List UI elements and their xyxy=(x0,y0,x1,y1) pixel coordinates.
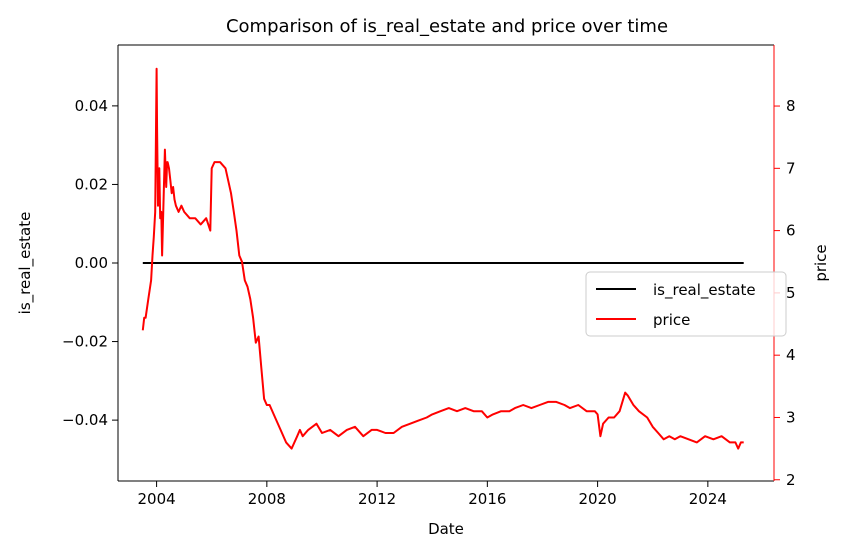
y-left-tick-label: 0.04 xyxy=(75,97,108,115)
chart-title: Comparison of is_real_estate and price o… xyxy=(226,16,668,37)
y-left-tick-label: −0.02 xyxy=(62,333,108,351)
y-right-tick-label: 3 xyxy=(786,408,796,426)
y-right-tick-label: 6 xyxy=(786,222,796,240)
y-left-tick-label: 0.00 xyxy=(75,254,108,272)
lines-layer xyxy=(141,67,744,450)
legend: is_real_estate price xyxy=(585,271,787,337)
y-right-tick-label: 4 xyxy=(786,346,796,364)
y-right-tick-label: 7 xyxy=(786,159,796,177)
series-line-price xyxy=(141,67,744,450)
y-left-axis-ticks: 0.04 0.02 0.00 −0.02 −0.04 xyxy=(62,97,118,429)
y-right-tick-label: 8 xyxy=(786,97,796,115)
y-left-tick-label: 0.02 xyxy=(75,175,108,193)
y-right-tick-label: 2 xyxy=(786,471,796,489)
y-right-axis-label: price xyxy=(812,244,830,281)
x-tick-label: 2004 xyxy=(137,490,175,508)
x-axis-label: Date xyxy=(428,520,464,538)
x-tick-label: 2020 xyxy=(579,490,617,508)
x-tick-label: 2008 xyxy=(248,490,286,508)
y-right-tick-label: 5 xyxy=(786,284,796,302)
legend-label-is-real-estate: is_real_estate xyxy=(653,281,756,300)
x-axis-ticks: 2004 2008 2012 2016 2020 2024 xyxy=(137,481,727,508)
x-tick-label: 2024 xyxy=(689,490,727,508)
legend-label-price: price xyxy=(653,311,690,329)
y-left-tick-label: −0.04 xyxy=(62,411,108,429)
x-tick-label: 2016 xyxy=(468,490,506,508)
y-left-axis-label: is_real_estate xyxy=(16,212,35,315)
x-tick-label: 2012 xyxy=(358,490,396,508)
